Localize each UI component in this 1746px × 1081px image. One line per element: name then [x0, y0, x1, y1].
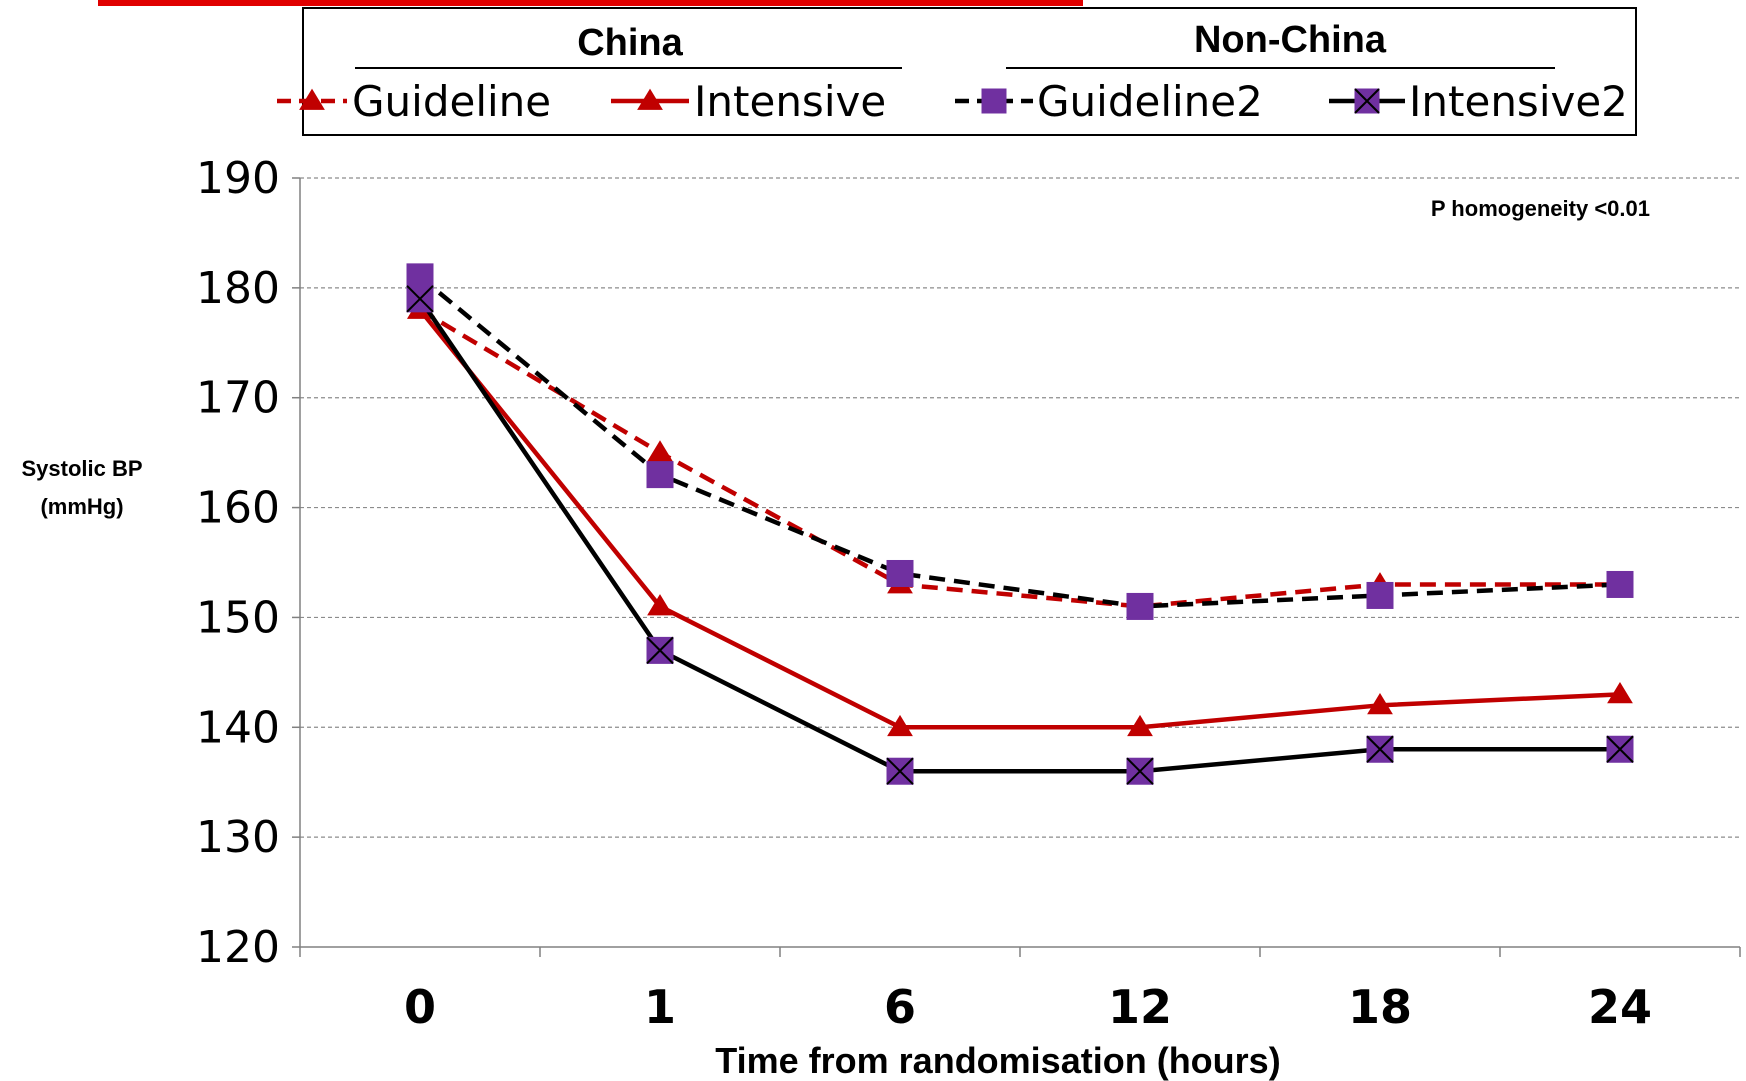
data-point	[1366, 581, 1394, 609]
p-homogeneity-annotation: P homogeneity <0.01	[1431, 196, 1650, 221]
data-point	[647, 594, 673, 616]
marker-cross	[646, 636, 674, 665]
marker-square	[981, 88, 1007, 114]
y-tick-label: 150	[196, 592, 280, 643]
data-point	[886, 559, 914, 587]
data-point	[1606, 570, 1634, 598]
x-tick-label: 1	[644, 980, 676, 1034]
data-point	[1126, 757, 1154, 785]
x-tick-label: 6	[884, 980, 916, 1034]
y-tick-label: 120	[196, 922, 280, 973]
series-line	[418, 307, 1620, 609]
data-point	[1607, 681, 1633, 704]
y-tick-label: 190	[196, 153, 280, 204]
data-point	[647, 440, 673, 462]
y-tick-label: 170	[196, 373, 280, 424]
gridlines	[300, 177, 1740, 838]
legend: China Non-China Guideline Intensive Guidel…	[277, 7, 1637, 136]
marker-square	[1126, 592, 1154, 620]
series-intensive	[407, 297, 1633, 737]
series-layer	[406, 263, 1634, 785]
data-point	[1126, 592, 1154, 620]
axes	[292, 177, 1741, 957]
data-point	[1366, 735, 1394, 763]
marker-square	[1606, 570, 1634, 598]
marker-cross	[406, 285, 434, 313]
x-tick-labels: 0 1 6 12 18 24	[404, 980, 1652, 1034]
legend-group-non-china: Non-China	[1194, 19, 1387, 61]
legend-entry-guideline2: Guideline2	[955, 77, 1263, 126]
data-point	[406, 285, 434, 313]
x-tick-label: 18	[1348, 980, 1412, 1034]
x-tick-label: 24	[1588, 980, 1652, 1034]
marker-square	[886, 559, 914, 587]
legend-entry-intensive: Intensive	[611, 77, 886, 126]
data-point	[1127, 714, 1153, 737]
y-tick-label: 180	[196, 263, 280, 314]
legend-entry-intensive2: Intensive2	[1329, 77, 1628, 126]
legend-group-china: China	[577, 22, 683, 64]
marker-cross	[1366, 735, 1394, 763]
triangle-marker	[299, 88, 325, 110]
y-tick-label: 130	[196, 812, 280, 863]
data-point	[646, 636, 674, 665]
series-line	[418, 308, 1621, 730]
marker-square	[1366, 581, 1394, 609]
series-guideline	[407, 297, 1633, 616]
legend-label: Intensive	[694, 77, 886, 126]
data-point	[1606, 735, 1634, 763]
x-axis-label: Time from randomisation (hours)	[715, 1040, 1280, 1081]
y-tick-label: 160	[196, 483, 280, 534]
triangle-marker	[637, 88, 663, 110]
legend-label: Guideline	[352, 77, 551, 126]
y-tick-labels: 120 130 140 150 160 170 180 190	[196, 153, 280, 973]
square-x-marker	[1354, 88, 1380, 114]
marker-cross	[1354, 88, 1380, 114]
marker-cross	[886, 757, 914, 785]
data-point	[886, 757, 914, 785]
y-axis-label-line2: (mmHg)	[40, 494, 123, 519]
x-tick-label: 0	[404, 980, 436, 1034]
series-guideline2	[406, 263, 1634, 620]
data-point	[887, 714, 913, 737]
square-marker	[981, 88, 1007, 114]
marker-cross	[1126, 757, 1154, 785]
data-point	[646, 461, 674, 489]
legend-label: Intensive2	[1409, 77, 1628, 126]
legend-entry-guideline: Guideline	[277, 77, 551, 126]
x-tick-label: 12	[1108, 980, 1172, 1034]
marker-square	[646, 461, 674, 489]
series-line	[418, 275, 1621, 609]
series-line	[418, 297, 1620, 774]
legend-box	[302, 7, 1637, 136]
y-axis-label-line1: Systolic BP	[21, 456, 142, 481]
marker-cross	[1606, 735, 1634, 763]
y-tick-label: 140	[196, 702, 280, 753]
series-intensive2	[406, 285, 1634, 785]
legend-label: Guideline2	[1037, 77, 1263, 126]
data-point	[1367, 692, 1393, 715]
